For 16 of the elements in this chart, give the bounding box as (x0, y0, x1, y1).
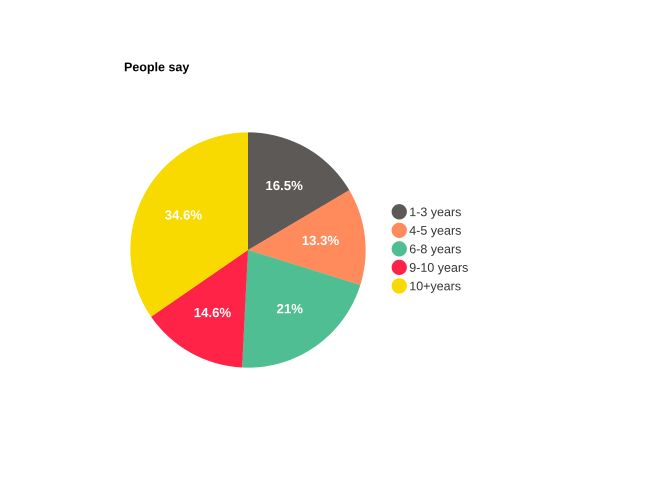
pie-slice (242, 250, 360, 368)
pie-slice (130, 132, 248, 317)
data-label: 14.6% (194, 308, 231, 318)
data-label: 34.6% (165, 210, 202, 220)
legend-label: 4-5 years (410, 226, 461, 238)
data-label: 21% (277, 304, 303, 314)
legend-label: 1-3 years (410, 207, 461, 219)
data-label: 16.5% (266, 180, 302, 190)
legend-label: 10+years (410, 282, 461, 293)
pie-slice (248, 132, 350, 250)
data-label: 13.3% (302, 236, 339, 246)
pie-slice (248, 190, 366, 285)
pie-slice (151, 250, 248, 368)
legend-label: 9-10 years (410, 263, 468, 274)
legend-label: 6-8 years (410, 244, 461, 256)
chart-title: People say (124, 62, 190, 74)
